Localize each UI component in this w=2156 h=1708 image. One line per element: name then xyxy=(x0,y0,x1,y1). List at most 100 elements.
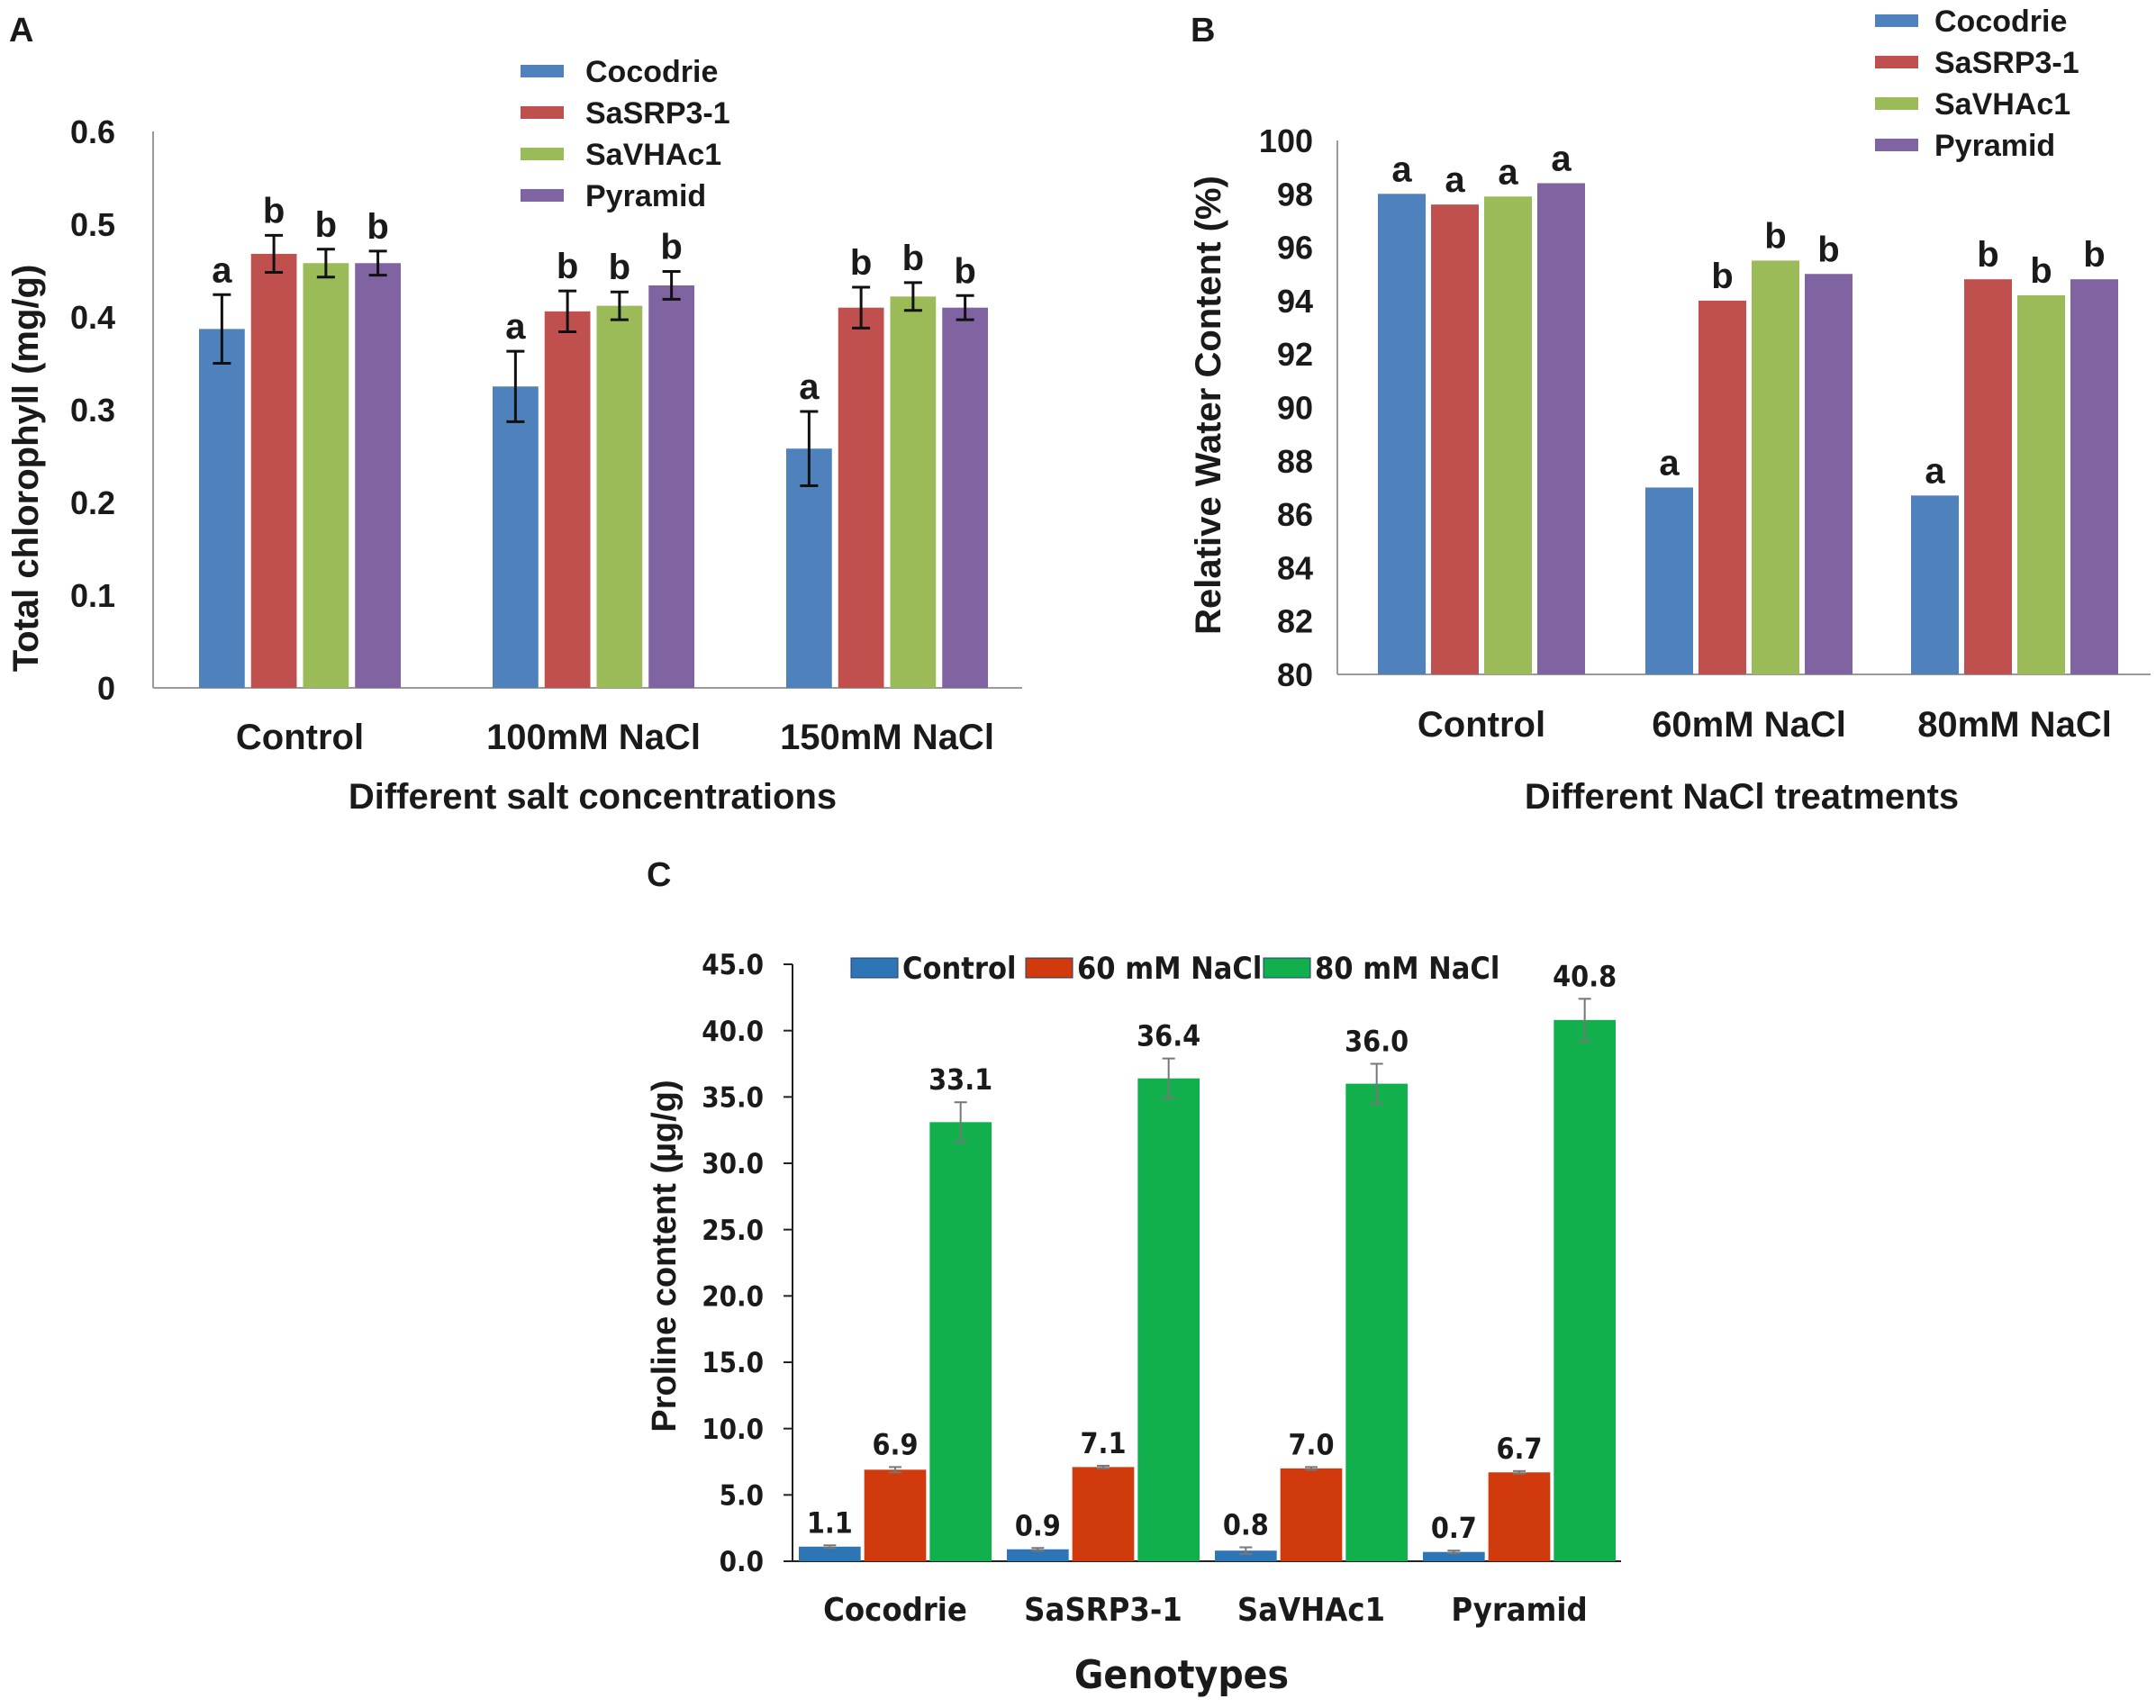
panel-a-legend-label: SaVHAc1 xyxy=(585,138,721,172)
panel-c-bar-80-mm-nacl xyxy=(1345,1083,1408,1561)
panel-c-data-label: 0.8 xyxy=(1223,1508,1269,1542)
panel-c-bar-80-mm-nacl xyxy=(1554,1019,1616,1561)
panel-a-legend-swatch xyxy=(521,189,564,202)
panel-a-bar-savhac1 xyxy=(596,305,643,688)
panel-c-y-tick-label: 20.0 xyxy=(702,1280,764,1313)
panel-c-bar-80-mm-nacl xyxy=(929,1122,992,1561)
panel-c-data-label: 7.0 xyxy=(1289,1427,1335,1461)
panel-b-legend-swatch xyxy=(1875,56,1918,68)
panel-a-x-axis-title: Different salt concentrations xyxy=(349,777,837,817)
panel-b-y-tick-label: 88 xyxy=(1277,443,1313,480)
panel-b-category-label: 80mM NaCl xyxy=(1917,705,2112,745)
panel-c-y-tick-label: 30.0 xyxy=(702,1148,764,1180)
panel-c-bar-60-mm-nacl xyxy=(1488,1472,1551,1561)
panel-c-data-label: 0.9 xyxy=(1015,1508,1061,1542)
panel-b-y-tick-label: 92 xyxy=(1277,336,1313,373)
panel-c-y-tick-label: 10.0 xyxy=(702,1414,764,1446)
panel-a-bar-savhac1 xyxy=(890,296,937,688)
panel-b-category-label: Control xyxy=(1418,705,1545,745)
panel-b-legend-label: SaVHAc1 xyxy=(1934,87,2070,122)
panel-a-data-label: b xyxy=(850,243,872,283)
panel-b-bar-cocodrie xyxy=(1378,194,1426,675)
panel-b-y-tick-label: 100 xyxy=(1259,122,1313,159)
panel-a-data-label: a xyxy=(799,367,820,407)
panel-b-data-label: b xyxy=(1711,257,1733,296)
panel-b-bar-pyramid xyxy=(2070,279,2118,674)
panel-c-legend-swatch xyxy=(1263,957,1311,979)
panel-a-y-tick-label: 0.2 xyxy=(70,484,115,521)
panel-a-bar-savhac1 xyxy=(303,263,349,688)
panel-c-data-label: 40.8 xyxy=(1553,959,1617,993)
panel-b-data-label: b xyxy=(1817,230,1839,269)
panel-b-bar-savhac1 xyxy=(2017,294,2065,674)
panel-b-legend-label: Cocodrie xyxy=(1934,5,2067,39)
panel-b-y-tick-label: 96 xyxy=(1277,230,1313,267)
panel-c-y-axis-title: Proline content (µg/g) xyxy=(646,1080,684,1432)
panel-b-y-tick-label: 86 xyxy=(1277,496,1313,533)
panel-c-y-tick-label: 0.0 xyxy=(720,1546,764,1578)
panel-a-data-label: b xyxy=(367,207,388,247)
panel-b-bar-pyramid xyxy=(1537,183,1585,674)
panel-a-data-label: b xyxy=(315,205,337,245)
panel-a-bar-pyramid xyxy=(648,285,694,688)
panel-c-category-label: Pyramid xyxy=(1451,1592,1587,1629)
panel-b-data-label: a xyxy=(1925,451,1945,491)
panel-a-bar-sasrp3-1 xyxy=(544,311,591,688)
panel-b-bar-savhac1 xyxy=(1752,260,1799,674)
panel-b-data-label: b xyxy=(2083,235,2105,275)
panel-c-bar-control xyxy=(1215,1550,1277,1561)
panel-a-data-label: b xyxy=(263,191,285,230)
panel-a-legend-swatch xyxy=(521,106,564,119)
panel-a-data-label: b xyxy=(609,248,630,287)
panel-b-bar-sasrp3-1 xyxy=(1964,279,2012,674)
panel-a-legend-swatch xyxy=(521,148,564,160)
panel-c-bar-control xyxy=(1423,1551,1485,1561)
panel-c-category-label: SaVHAc1 xyxy=(1237,1592,1385,1629)
panel-c-legend-label: 60 mM NaCl xyxy=(1077,951,1262,987)
panel-b-data-label: a xyxy=(1498,152,1518,192)
panel-a-legend-label: Cocodrie xyxy=(585,55,718,89)
panel-label-a: A xyxy=(9,12,33,50)
panel-b-data-label: b xyxy=(2030,251,2052,291)
panel-a-category-label: 150mM NaCl xyxy=(780,718,994,757)
panel-c-bar-control xyxy=(1007,1549,1069,1561)
panel-a-data-label: b xyxy=(954,251,975,291)
panel-a-bar-cocodrie xyxy=(786,448,832,688)
panel-a-y-tick-label: 0 xyxy=(97,670,115,707)
panel-a-bar-cocodrie xyxy=(199,329,245,688)
panel-a-data-label: b xyxy=(902,239,924,278)
panel-label-b: B xyxy=(1191,12,1215,50)
panel-c-data-label: 36.0 xyxy=(1345,1025,1409,1059)
panel-a-category-label: 100mM NaCl xyxy=(486,718,701,757)
panel-a-bar-cocodrie xyxy=(493,386,539,688)
panel-b-data-label: b xyxy=(1977,235,1998,275)
panel-a-bar-pyramid xyxy=(355,263,401,688)
panel-c-y-tick-label: 25.0 xyxy=(702,1215,764,1247)
panel-b-y-tick-label: 98 xyxy=(1277,176,1313,212)
panel-c-y-tick-label: 35.0 xyxy=(702,1081,764,1114)
panel-a-y-axis-title: Total chlorophyll (mg/g) xyxy=(6,265,46,673)
panel-b-bar-sasrp3-1 xyxy=(1699,300,1746,674)
panel-c-bar-60-mm-nacl xyxy=(1280,1468,1343,1561)
panel-c-y-tick-label: 45.0 xyxy=(702,949,764,981)
panel-c-data-label: 36.4 xyxy=(1137,1019,1200,1053)
panel-b-data-label: a xyxy=(1445,160,1465,200)
panel-a-bar-sasrp3-1 xyxy=(250,253,297,688)
panel-b-y-tick-label: 94 xyxy=(1277,283,1313,320)
panel-c-data-label: 6.7 xyxy=(1497,1432,1543,1466)
panel-b-data-label: a xyxy=(1659,443,1680,483)
panel-c-data-label: 7.1 xyxy=(1081,1426,1127,1460)
panel-c-chart: 0.0 5.0 10.0 15.0 20.0 25.0 30.0 35.0 40.0 45.0 1.… xyxy=(702,949,1621,1629)
panel-a-category-label: Control xyxy=(236,718,364,757)
panel-c-x-axis-title: Genotypes xyxy=(1074,1652,1289,1698)
panel-a-y-tick-label: 0.6 xyxy=(70,113,115,150)
panel-c-y-tick-label: 15.0 xyxy=(702,1347,764,1379)
panel-b-y-tick-label: 90 xyxy=(1277,389,1313,426)
panel-b-y-axis-title: Relative Water Content (%) xyxy=(1189,176,1228,635)
panel-b-bar-savhac1 xyxy=(1484,196,1532,674)
panel-a-y-tick-label: 0.5 xyxy=(70,206,115,243)
panel-c-legend-swatch xyxy=(1025,957,1073,979)
panel-label-c: C xyxy=(647,856,671,894)
